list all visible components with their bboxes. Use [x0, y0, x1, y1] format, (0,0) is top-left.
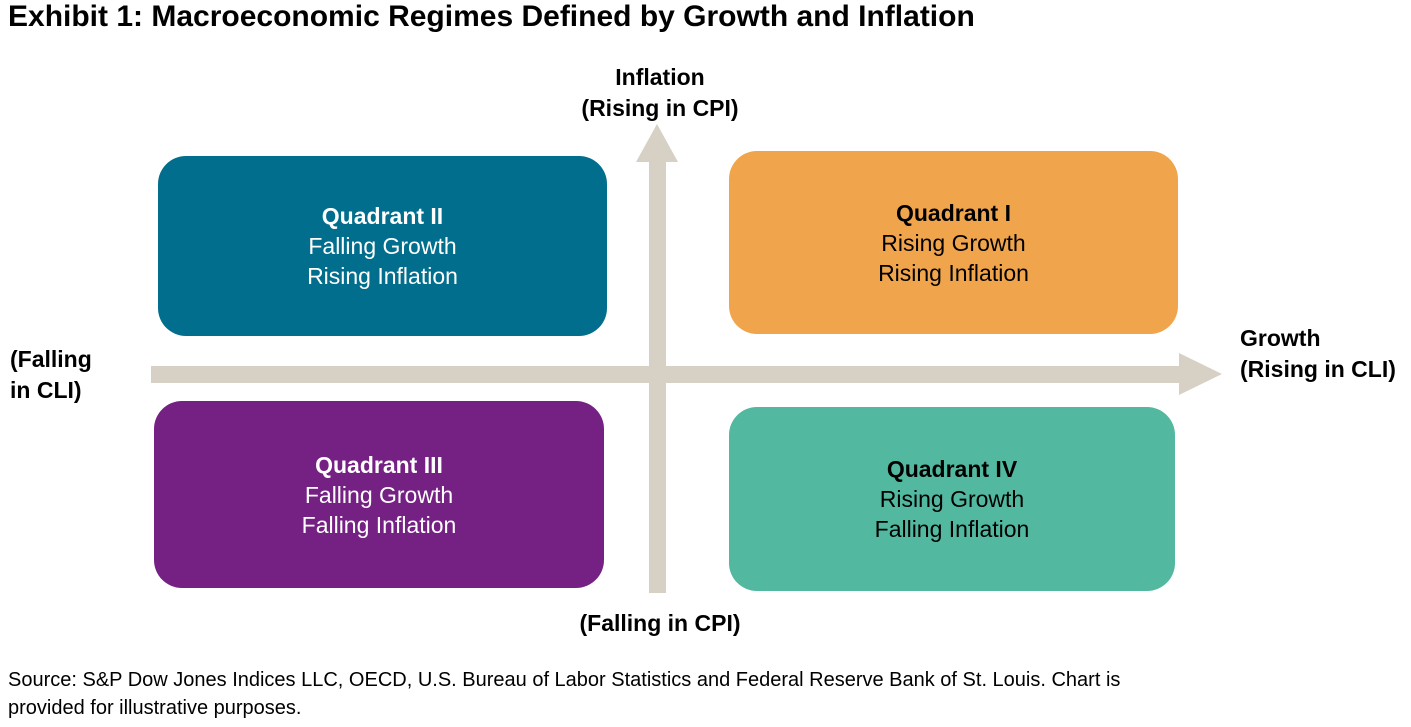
axis-label-line: (Falling — [10, 346, 92, 372]
quadrant-3-growth-label: Falling Growth — [304, 481, 454, 508]
source-note-line-2: provided for illustrative purposes. — [8, 697, 302, 719]
quadrant-1-inflation-label: Rising Inflation — [878, 259, 1029, 286]
exhibit-title: Exhibit 1: Macroeconomic Regimes Defined… — [8, 0, 975, 33]
quadrant-2-inflation-label: Rising Inflation — [307, 263, 458, 289]
axis-label-line: (Rising in CPI) — [581, 95, 739, 121]
quadrant-1-title: Quadrant I — [895, 199, 1011, 226]
axis-label-line: in CLI) — [10, 377, 82, 403]
growth-axis-line — [151, 366, 1179, 383]
axis-label-line: (Rising in CLI) — [1240, 356, 1396, 382]
quadrant-3-title: Quadrant III — [315, 451, 443, 478]
source-note-line-1: Source: S&P Dow Jones Indices LLC, OECD,… — [8, 669, 1121, 691]
quadrant-2-title: Quadrant II — [321, 203, 444, 229]
axis-label-inflation-rising: Inflation (Rising in CPI) — [480, 62, 840, 124]
quadrant-4-inflation-label: Falling Inflation — [874, 516, 1030, 542]
quadrant-3-box: Quadrant III Falling Growth Falling Infl… — [154, 401, 604, 588]
quadrant-1-box: Quadrant I Rising Growth Rising Inflatio… — [729, 151, 1178, 334]
source-note: Source: S&P Dow Jones Indices LLC, OECD,… — [8, 666, 1120, 722]
inflation-axis-arrowhead-icon — [636, 124, 678, 162]
quadrant-4-title: Quadrant IV — [886, 456, 1018, 482]
axis-label-growth-falling: (Falling in CLI) — [10, 344, 150, 406]
quadrant-1-growth-label: Rising Growth — [881, 229, 1026, 256]
quadrant-3-inflation-label: Falling Inflation — [301, 511, 457, 538]
axis-label-growth-rising: Growth (Rising in CLI) — [1240, 323, 1410, 385]
quadrant-4-growth-label: Rising Growth — [879, 486, 1025, 512]
growth-axis-arrowhead-icon — [1179, 353, 1222, 395]
quadrant-2-growth-label: Falling Growth — [308, 233, 457, 259]
axis-label-inflation-falling: (Falling in CPI) — [480, 608, 840, 639]
quadrant-2-box: Quadrant II Falling Growth Rising Inflat… — [158, 156, 607, 336]
axis-label-line: Inflation — [615, 64, 705, 90]
axis-label-line: (Falling in CPI) — [579, 610, 741, 636]
quadrant-4-box: Quadrant IV Rising Growth Falling Inflat… — [729, 407, 1175, 591]
axis-label-line: Growth — [1240, 325, 1321, 351]
